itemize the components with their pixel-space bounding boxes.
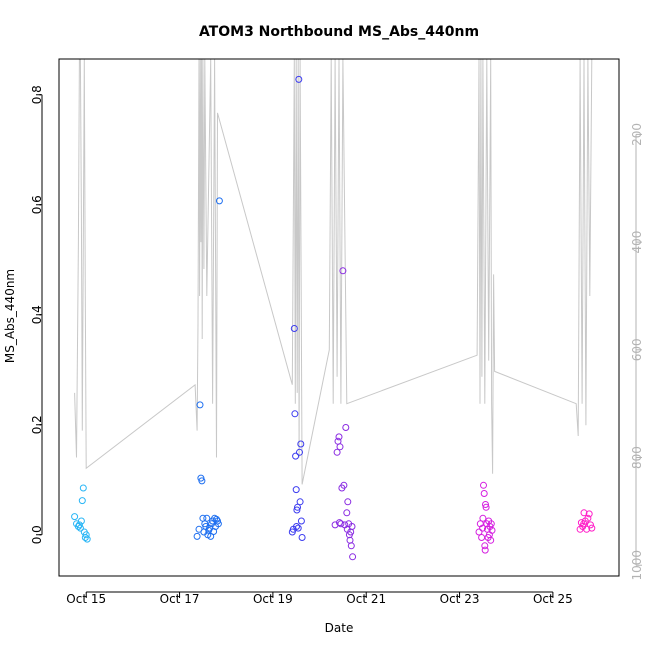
y-tick-label: 0.4: [30, 305, 44, 324]
data-point: [336, 443, 344, 451]
data-point: [196, 401, 204, 409]
data-point: [584, 514, 592, 522]
data-point: [193, 532, 201, 540]
y-tick-label: 0.8: [30, 85, 44, 104]
y2-tick-label: 1000: [630, 550, 644, 581]
data-point: [349, 553, 357, 561]
data-point: [83, 535, 91, 543]
data-point: [580, 520, 588, 528]
x-axis: Oct 15 Oct 17 Oct 19 Oct 21 Oct 23 Oct 25: [66, 591, 573, 606]
data-point: [296, 448, 303, 456]
data-point: [487, 520, 495, 528]
y-axis-label: MS_Abs_440nm: [3, 269, 17, 363]
data-point: [481, 542, 489, 550]
data-point: [342, 424, 350, 431]
data-point: [481, 546, 489, 554]
data-point: [585, 510, 593, 518]
altitude-line-layer: [74, 58, 593, 485]
data-point: [587, 521, 594, 529]
altitude-line: [74, 58, 593, 485]
data-point: [292, 486, 300, 494]
y2-axis: 200 400 600 800 1000: [630, 123, 644, 581]
data-point: [337, 520, 345, 528]
chart-title: ATOM3 Northbound MS_Abs_440nm: [199, 24, 479, 40]
data-point: [79, 484, 87, 492]
data-point: [77, 517, 85, 525]
data-point: [78, 497, 86, 505]
data-point: [487, 536, 495, 544]
y2-tick-label: 600: [630, 338, 644, 361]
y-tick-label: 0.2: [30, 415, 44, 434]
data-point: [343, 509, 351, 517]
data-point: [480, 490, 488, 497]
y-tick-label: 0.6: [30, 195, 44, 214]
data-point: [71, 513, 79, 521]
x-tick-label: Oct 17: [160, 592, 200, 606]
data-point: [203, 514, 211, 522]
x-tick-label: Oct 21: [346, 592, 386, 606]
x-tick-label: Oct 15: [66, 592, 106, 606]
data-point: [333, 448, 341, 456]
data-point: [297, 517, 305, 525]
data-point: [290, 325, 298, 332]
data-point: [295, 75, 303, 83]
data-point: [478, 534, 486, 541]
data-point: [215, 197, 223, 205]
data-point: [344, 498, 352, 506]
y2-tick-label: 200: [630, 123, 644, 146]
data-point: [479, 524, 487, 532]
data-point: [297, 440, 305, 448]
data-point: [82, 531, 90, 539]
y-axis: 0.0 0.2 0.4 0.6 0.8: [30, 85, 44, 544]
data-point: [343, 525, 351, 533]
data-point: [580, 509, 588, 517]
data-point: [293, 506, 301, 514]
data-point: [198, 477, 206, 485]
data-point: [298, 534, 306, 541]
data-point: [294, 503, 301, 511]
data-point: [488, 526, 496, 534]
data-point: [74, 523, 82, 530]
x-tick-label: Oct 19: [253, 592, 293, 606]
data-point: [588, 524, 596, 532]
data-point: [291, 410, 299, 418]
plot-box: [58, 58, 620, 577]
data-point: [296, 498, 304, 506]
data-point: [294, 524, 302, 532]
data-point: [583, 525, 591, 533]
data-point: [76, 524, 84, 532]
data-point: [293, 523, 300, 530]
data-point: [213, 515, 220, 523]
data-point: [75, 521, 83, 529]
data-point: [475, 528, 483, 536]
data-point: [336, 519, 343, 527]
x-tick-label: Oct 25: [533, 592, 573, 606]
data-point: [482, 503, 490, 511]
data-point: [479, 514, 487, 522]
data-point: [347, 542, 355, 550]
y2-tick-label: 400: [630, 231, 644, 254]
data-point: [480, 481, 487, 489]
data-point: [292, 452, 300, 460]
data-point: [340, 481, 348, 489]
data-point: [339, 267, 347, 275]
y2-tick-label: 800: [630, 446, 644, 469]
y-tick-label: 0.0: [30, 525, 44, 544]
x-axis-label: Date: [325, 621, 354, 635]
data-point: [335, 433, 343, 441]
data-points-layer: [71, 75, 596, 561]
x-tick-label: Oct 23: [440, 592, 480, 606]
data-point: [214, 520, 222, 528]
data-point: [482, 501, 489, 508]
